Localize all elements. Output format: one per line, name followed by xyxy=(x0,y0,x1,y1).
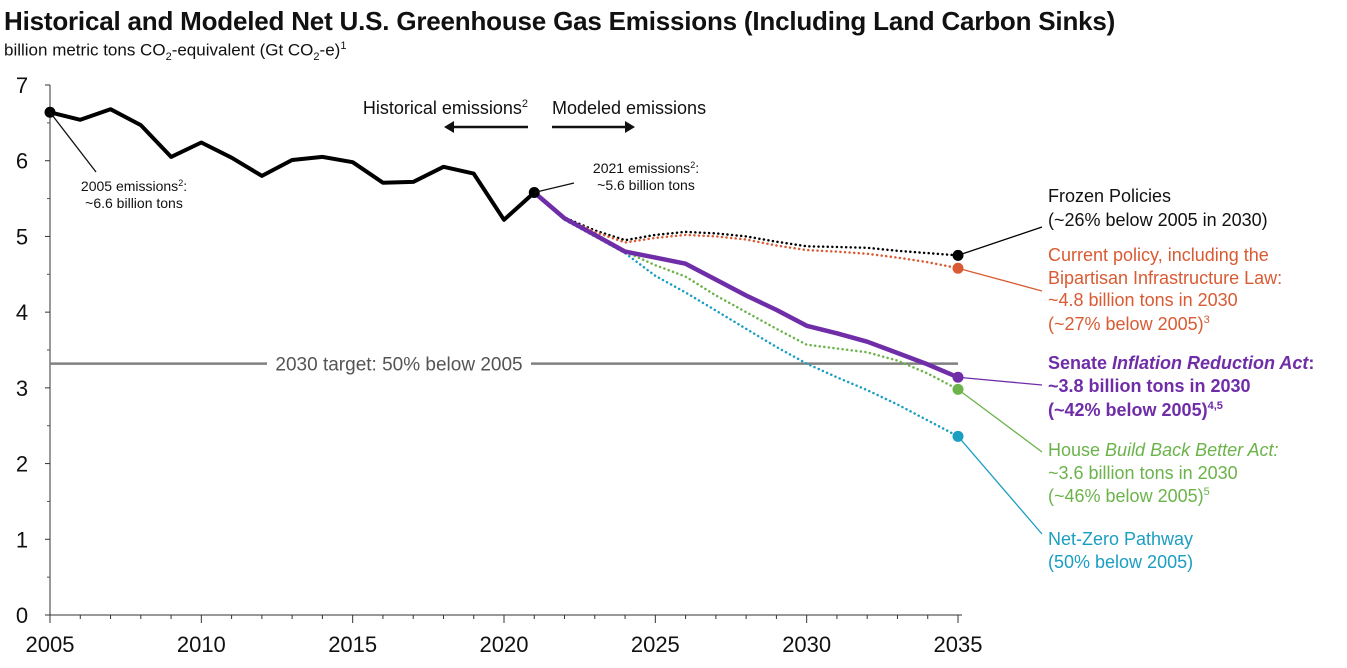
leader-2021 xyxy=(534,182,575,194)
target-label: 2030 target: 50% below 2005 xyxy=(275,355,522,376)
annotations-group: Historical emissions2 Modeled emissions … xyxy=(49,98,1314,572)
subtitle-subscript: 2 xyxy=(313,51,320,64)
x-tick-label: 2030 xyxy=(782,632,831,657)
y-tick-label: 2 xyxy=(16,452,28,477)
series-group xyxy=(48,107,961,438)
target-line-group: 2030 target: 50% below 2005 xyxy=(50,351,958,376)
leader-netzero xyxy=(957,435,1043,535)
y-tick-label: 4 xyxy=(16,300,28,325)
historical-arrow-label: Historical emissions2 xyxy=(363,98,528,118)
y-tick-label: 3 xyxy=(16,376,28,401)
annotation-2005-value: ~6.6 billion tons xyxy=(85,195,183,211)
subtitle-part: -equivalent (Gt CO xyxy=(171,40,314,60)
series-line-frozen xyxy=(533,191,960,257)
target-label-background xyxy=(267,351,531,376)
x-tick-label: 2025 xyxy=(631,632,680,657)
subtitle-footnote: 1 xyxy=(340,40,347,52)
series-line-netzero xyxy=(533,191,960,438)
annotation-2021: 2021 emissions2: xyxy=(593,160,699,176)
x-tick-label: 2010 xyxy=(177,632,226,657)
x-tick-label: 2015 xyxy=(328,632,377,657)
historical-arrow-head xyxy=(444,121,454,133)
modeled-arrow-label: Modeled emissions xyxy=(552,98,706,118)
label-ira-line1: Senate Inflation Reduction Act: xyxy=(1048,353,1314,373)
series-line-current xyxy=(533,191,960,270)
label-bbb-line3: (~46% below 2005)5 xyxy=(1048,486,1210,506)
label-ira-line2: ~3.8 billion tons in 2030 xyxy=(1048,376,1251,396)
axes: 0 1 2 3 4 5 6 7 2005 2010 2015 2020 2025 2030 2035 xyxy=(16,73,983,657)
modeled-arrow-head xyxy=(625,121,635,133)
leader-current xyxy=(957,267,1043,292)
leader-ira xyxy=(957,376,1043,386)
series-line-ira xyxy=(532,190,961,380)
series-line-bbb xyxy=(533,191,960,391)
label-bbb-line1: House Build Back Better Act: xyxy=(1048,440,1278,460)
label-frozen-line2: (~26% below 2005 in 2030) xyxy=(1048,210,1268,230)
y-tick-label: 0 xyxy=(16,603,28,628)
x-tick-label: 2005 xyxy=(26,632,75,657)
label-current-line2: Bipartisan Infrastructure Law: xyxy=(1048,268,1282,288)
leader-frozen xyxy=(957,226,1043,256)
label-netzero-line1: Net-Zero Pathway xyxy=(1048,529,1193,549)
annotation-2021-value: ~5.6 billion tons xyxy=(597,177,695,193)
series-line-historical xyxy=(48,107,537,222)
label-current-line1: Current policy, including the xyxy=(1048,245,1269,265)
y-tick-label: 1 xyxy=(16,527,28,552)
subtitle-subscript: 2 xyxy=(165,51,172,64)
subtitle-part: billion metric tons CO xyxy=(4,40,166,60)
label-current-line4: (~27% below 2005)3 xyxy=(1048,314,1210,334)
leader-2005 xyxy=(49,111,97,173)
y-tick-label: 6 xyxy=(16,149,28,174)
chart-subtitle: billion metric tons CO2-equivalent (Gt C… xyxy=(4,40,346,63)
x-tick-label: 2035 xyxy=(934,632,983,657)
label-bbb-line2: ~3.6 billion tons in 2030 xyxy=(1048,463,1238,483)
leader-bbb xyxy=(957,388,1043,453)
markers-group xyxy=(44,106,964,442)
label-frozen-line1: Frozen Policies xyxy=(1048,186,1171,206)
label-current-line3: ~4.8 billion tons in 2030 xyxy=(1048,290,1238,310)
x-tick-label: 2020 xyxy=(480,632,529,657)
y-tick-label: 5 xyxy=(16,224,28,249)
y-tick-label: 7 xyxy=(16,73,28,98)
chart-title: Historical and Modeled Net U.S. Greenhou… xyxy=(4,6,1116,36)
label-ira-line3: (~42% below 2005)4,5 xyxy=(1048,400,1223,420)
label-netzero-line2: (50% below 2005) xyxy=(1048,552,1193,572)
subtitle-part: -e) xyxy=(319,40,341,60)
annotation-2005: 2005 emissions2: xyxy=(81,178,187,194)
